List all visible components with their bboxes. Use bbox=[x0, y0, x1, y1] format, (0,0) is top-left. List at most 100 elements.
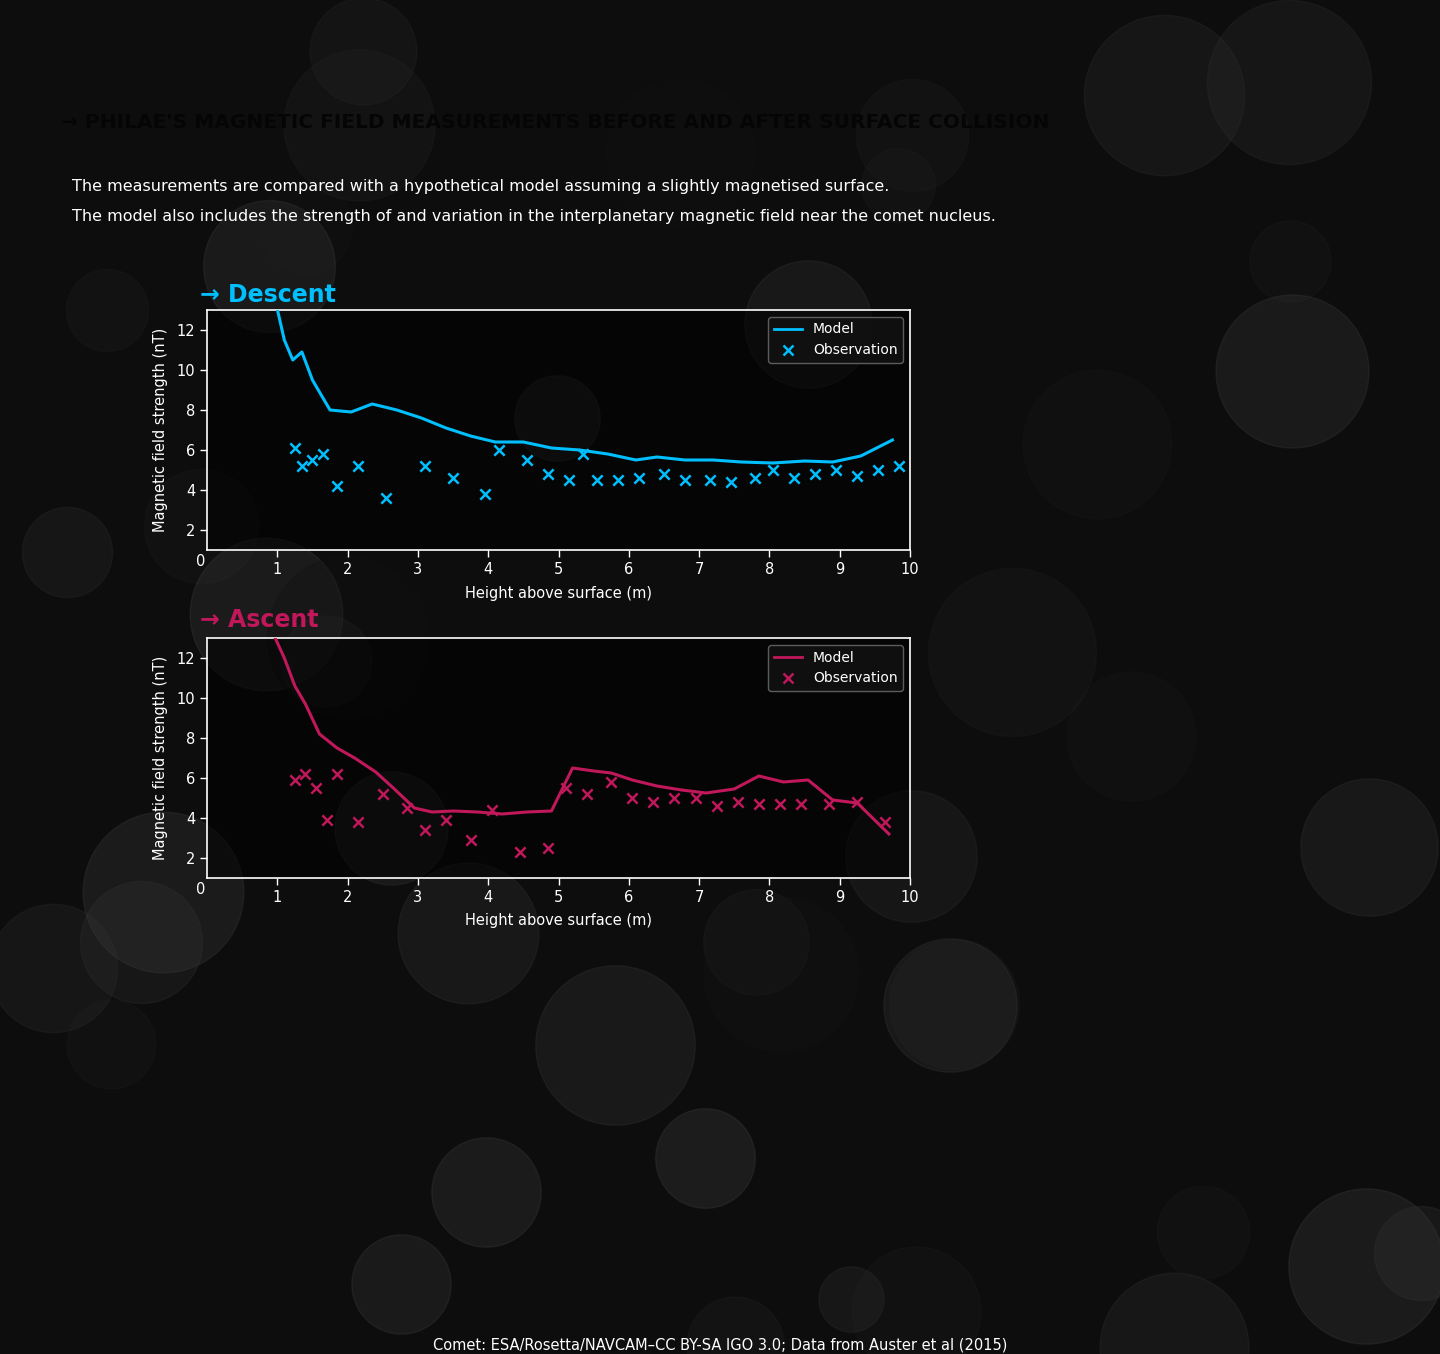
Point bbox=[684, 787, 707, 808]
Point bbox=[480, 799, 503, 821]
Point bbox=[516, 450, 539, 471]
Point bbox=[652, 463, 675, 485]
Point bbox=[213, 1132, 236, 1154]
Point bbox=[840, 1288, 863, 1309]
Text: The measurements are compared with a hypothetical model assuming a slightly magn: The measurements are compared with a hyp… bbox=[72, 179, 890, 194]
Point bbox=[151, 881, 174, 903]
Point bbox=[314, 650, 337, 672]
Point bbox=[606, 470, 629, 492]
Point bbox=[1008, 529, 1031, 551]
Point bbox=[325, 764, 348, 785]
Legend: Model, Observation: Model, Observation bbox=[769, 317, 903, 363]
Point bbox=[693, 1147, 716, 1169]
Point bbox=[413, 819, 436, 841]
Point bbox=[724, 1334, 747, 1354]
Point bbox=[474, 483, 497, 505]
Y-axis label: Magnetic field strength (nT): Magnetic field strength (nT) bbox=[153, 655, 168, 860]
Point bbox=[487, 439, 510, 460]
Point bbox=[42, 957, 65, 979]
Point bbox=[554, 777, 577, 799]
Point bbox=[888, 455, 912, 477]
Point bbox=[939, 994, 962, 1016]
Point bbox=[284, 437, 307, 459]
Point bbox=[747, 793, 770, 815]
Point bbox=[459, 829, 482, 850]
Text: 0: 0 bbox=[196, 555, 204, 570]
Point bbox=[599, 772, 622, 793]
Point bbox=[1119, 726, 1142, 747]
Point bbox=[706, 795, 729, 816]
Point bbox=[575, 783, 598, 804]
Point bbox=[642, 791, 665, 812]
Point bbox=[621, 787, 644, 808]
Point bbox=[1001, 640, 1024, 662]
Point bbox=[1152, 84, 1175, 106]
Point bbox=[770, 963, 793, 984]
X-axis label: Height above surface (m): Height above surface (m) bbox=[465, 913, 652, 927]
Point bbox=[782, 467, 805, 489]
X-axis label: Height above surface (m): Height above surface (m) bbox=[465, 586, 652, 601]
Point bbox=[130, 930, 153, 952]
Point bbox=[374, 487, 397, 509]
Point bbox=[668, 142, 691, 164]
Point bbox=[1086, 433, 1109, 455]
Text: Comet: ESA/Rosetta/NAVCAM–CC BY-SA IGO 3.0; Data from Auster et al (2015): Comet: ESA/Rosetta/NAVCAM–CC BY-SA IGO 3… bbox=[433, 1338, 1007, 1353]
Point bbox=[508, 841, 531, 862]
Point bbox=[886, 175, 909, 196]
Point bbox=[294, 764, 317, 785]
Point bbox=[818, 793, 841, 815]
Point bbox=[189, 515, 212, 536]
Point bbox=[845, 791, 868, 812]
Point bbox=[95, 299, 118, 321]
Point bbox=[413, 455, 436, 477]
Point bbox=[874, 811, 897, 833]
Point bbox=[900, 125, 923, 146]
Point bbox=[698, 470, 721, 492]
Point bbox=[379, 816, 402, 838]
Point bbox=[1410, 1242, 1433, 1263]
Point bbox=[789, 793, 812, 815]
Point bbox=[1280, 360, 1303, 382]
Point bbox=[1191, 1221, 1214, 1243]
Text: → Descent: → Descent bbox=[200, 283, 336, 307]
Point bbox=[726, 791, 749, 812]
Point bbox=[845, 466, 868, 487]
Point bbox=[301, 450, 324, 471]
Point bbox=[1279, 250, 1302, 272]
Point bbox=[762, 459, 785, 481]
Text: → PHILAE'S MAGNETIC FIELD MEASUREMENTS BEFORE AND AFTER SURFACE COLLISION: → PHILAE'S MAGNETIC FIELD MEASUREMENTS B… bbox=[60, 114, 1050, 133]
Point bbox=[435, 810, 458, 831]
Point bbox=[719, 471, 742, 493]
Point bbox=[294, 217, 317, 238]
Point bbox=[586, 470, 609, 492]
Point bbox=[899, 845, 922, 867]
Point bbox=[943, 992, 966, 1014]
Point bbox=[603, 1034, 626, 1056]
Point bbox=[347, 811, 370, 833]
Point bbox=[769, 793, 792, 815]
Point bbox=[284, 769, 307, 791]
Point bbox=[291, 455, 314, 477]
Point bbox=[325, 475, 348, 497]
Point bbox=[99, 1033, 122, 1055]
Point bbox=[271, 1224, 294, 1246]
Point bbox=[372, 783, 395, 804]
Point bbox=[674, 470, 697, 492]
Point bbox=[557, 470, 580, 492]
Point bbox=[337, 626, 360, 647]
Text: 0: 0 bbox=[196, 883, 204, 898]
Point bbox=[390, 1274, 413, 1296]
Point bbox=[1277, 72, 1300, 93]
Point bbox=[904, 1301, 927, 1323]
Point bbox=[662, 787, 685, 808]
Point bbox=[315, 810, 338, 831]
Point bbox=[351, 41, 374, 62]
Point bbox=[796, 313, 819, 334]
Point bbox=[804, 463, 827, 485]
Point bbox=[744, 932, 768, 953]
Point bbox=[311, 443, 334, 464]
Point bbox=[537, 463, 560, 485]
Point bbox=[55, 542, 78, 563]
Point bbox=[1162, 1335, 1185, 1354]
Point bbox=[442, 467, 465, 489]
